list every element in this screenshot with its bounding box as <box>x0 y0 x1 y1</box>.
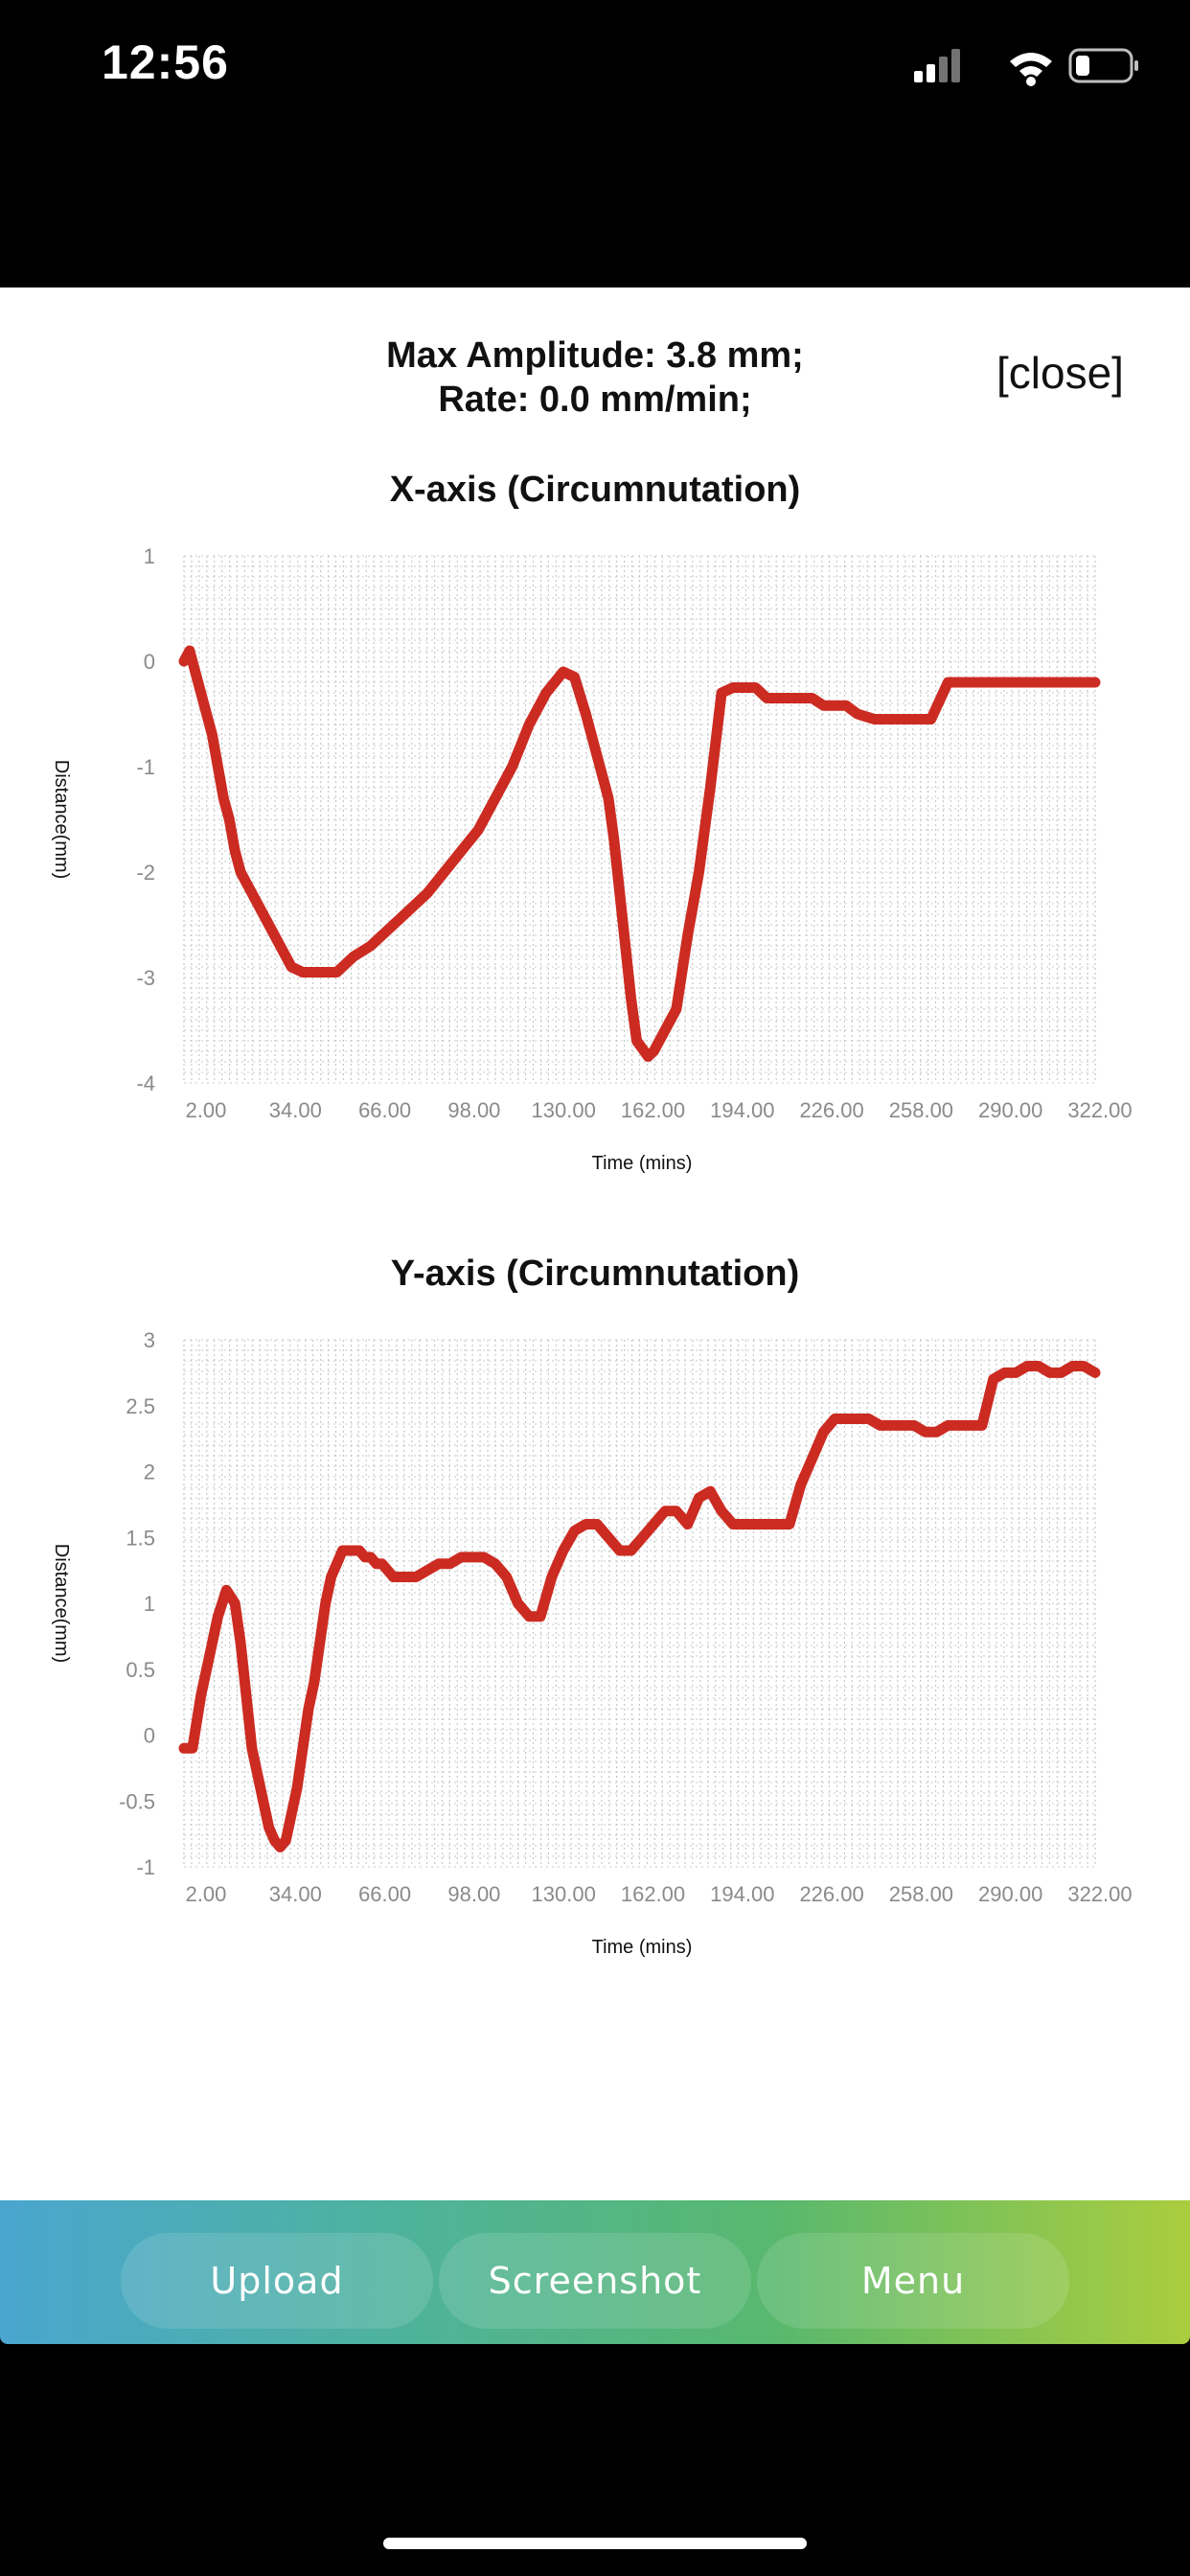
x-tick-label: 2.00 <box>186 1882 227 1906</box>
y-axis-label: Distance(mm) <box>51 760 72 879</box>
x-tick-label: 258.00 <box>889 1882 953 1906</box>
x-tick-label: 162.00 <box>621 1882 685 1906</box>
y-axis-label: Distance(mm) <box>51 1544 72 1663</box>
y-tick-label: 0.5 <box>126 1658 155 1682</box>
x-tick-label: 162.00 <box>621 1098 685 1122</box>
x-tick-label: 194.00 <box>710 1098 774 1122</box>
x-tick-label: 130.00 <box>532 1882 596 1906</box>
battery-icon <box>1068 48 1138 83</box>
x-axis-chart: 1 0 -1 -2 -3 -4 2.00 34.00 66.00 98.00 130.00 162.0… <box>51 544 1133 1174</box>
x-tick-label: 290.00 <box>978 1098 1042 1122</box>
x-axis-chart-title: X-axis (Circumnutation) <box>389 470 801 510</box>
x-tick-label: 34.00 <box>269 1098 322 1122</box>
rate-text: Rate: 0.0 mm/min; <box>438 380 752 420</box>
x-axis-label: Time (mins) <box>592 1153 693 1174</box>
x-tick-label: 66.00 <box>358 1098 411 1122</box>
upload-button[interactable]: Upload <box>121 2233 433 2329</box>
y-tick-label: 2.5 <box>126 1394 155 1418</box>
y-tick-label: 1 <box>144 544 155 568</box>
status-bar: 12:56 <box>0 0 1190 288</box>
series-line <box>178 645 1101 1062</box>
y-axis-chart: 3 2.5 2 1.5 1 0.5 0 -0.5 -1 2.00 34.00 66.00 98.00 13… <box>51 1328 1133 1958</box>
home-indicator <box>383 2538 807 2549</box>
max-amplitude-text: Max Amplitude: 3.8 mm; <box>386 335 804 376</box>
x-tick-label: 226.00 <box>799 1882 863 1906</box>
screenshot-button[interactable]: Screenshot <box>439 2233 751 2329</box>
x-tick-label: 130.00 <box>532 1098 596 1122</box>
x-tick-label: 98.00 <box>447 1098 500 1122</box>
y-tick-label: -0.5 <box>119 1789 155 1813</box>
menu-button[interactable]: Menu <box>757 2233 1069 2329</box>
y-tick-label: 0 <box>144 1724 155 1748</box>
x-tick-label: 226.00 <box>799 1098 863 1122</box>
y-tick-label: 1 <box>144 1592 155 1616</box>
chart-grid <box>183 1339 1096 1868</box>
y-tick-label: 1.5 <box>126 1526 155 1550</box>
x-tick-label: 34.00 <box>269 1882 322 1906</box>
y-axis-chart-title: Y-axis (Circumnutation) <box>390 1254 800 1294</box>
wifi-icon <box>1010 53 1052 86</box>
series-line <box>178 1361 1101 1852</box>
x-tick-label: 66.00 <box>358 1882 411 1906</box>
x-tick-label: 258.00 <box>889 1098 953 1122</box>
y-tick-label: -1 <box>136 755 155 779</box>
y-tick-label: 0 <box>144 650 155 674</box>
x-tick-label: 322.00 <box>1067 1882 1132 1906</box>
x-tick-label: 98.00 <box>447 1882 500 1906</box>
y-tick-label: -1 <box>136 1855 155 1879</box>
x-tick-label: 322.00 <box>1067 1098 1132 1122</box>
content-panel <box>0 288 1190 2204</box>
y-tick-label: 3 <box>144 1328 155 1352</box>
y-tick-label: -3 <box>136 966 155 990</box>
x-tick-label: 194.00 <box>710 1882 774 1906</box>
x-tick-label: 2.00 <box>186 1098 227 1122</box>
status-icons <box>910 42 1140 95</box>
bottom-toolbar: Upload Screenshot Menu <box>0 2200 1190 2344</box>
y-tick-label: -2 <box>136 861 155 885</box>
y-tick-label: 2 <box>144 1460 155 1484</box>
x-axis-label: Time (mins) <box>592 1937 693 1958</box>
close-button[interactable]: [close] <box>996 348 1124 398</box>
x-tick-label: 290.00 <box>978 1882 1042 1906</box>
cellular-signal-icon <box>914 49 960 82</box>
chart-grid <box>183 555 1096 1084</box>
clock: 12:56 <box>102 35 229 89</box>
y-tick-label: -4 <box>136 1071 155 1095</box>
